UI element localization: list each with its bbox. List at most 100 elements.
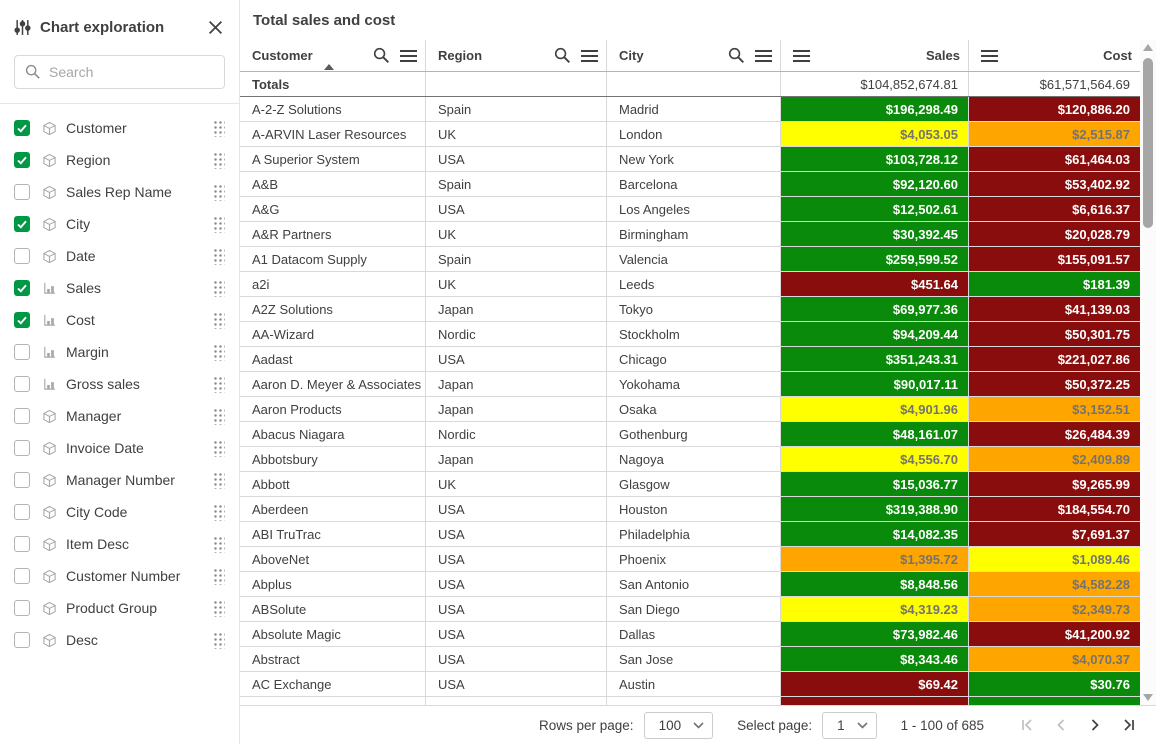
column-menu-icon[interactable] bbox=[793, 49, 810, 63]
field-list-item-item-desc[interactable]: Item Desc bbox=[0, 528, 239, 560]
field-checkbox[interactable] bbox=[14, 568, 30, 584]
field-checkbox[interactable] bbox=[14, 120, 30, 136]
region-cell[interactable]: UK bbox=[425, 472, 606, 497]
city-cell[interactable]: Phoenix bbox=[606, 547, 780, 572]
region-cell[interactable]: Nordic bbox=[425, 322, 606, 347]
drag-handle-icon[interactable] bbox=[212, 535, 225, 553]
region-cell[interactable]: Japan bbox=[425, 372, 606, 397]
field-checkbox[interactable] bbox=[14, 248, 30, 264]
city-cell[interactable]: Stockholm bbox=[606, 322, 780, 347]
first-page-button[interactable] bbox=[1010, 718, 1044, 732]
field-checkbox[interactable] bbox=[14, 472, 30, 488]
region-cell[interactable]: USA bbox=[425, 672, 606, 697]
region-cell[interactable]: UK bbox=[425, 222, 606, 247]
customer-cell[interactable]: A1 Datacom Supply bbox=[240, 247, 425, 272]
customer-cell[interactable]: Abacus Niagara bbox=[240, 422, 425, 447]
region-cell[interactable]: Nordic bbox=[425, 422, 606, 447]
drag-handle-icon[interactable] bbox=[212, 343, 225, 361]
rows-per-page-select[interactable]: 100 bbox=[643, 711, 714, 739]
drag-handle-icon[interactable] bbox=[212, 279, 225, 297]
city-cell[interactable]: Houston bbox=[606, 497, 780, 522]
customer-cell[interactable]: Aaron Products bbox=[240, 397, 425, 422]
city-cell[interactable]: Los Angeles bbox=[606, 197, 780, 222]
city-cell[interactable]: New York bbox=[606, 147, 780, 172]
city-cell[interactable]: Glasgow bbox=[606, 472, 780, 497]
column-header-cost[interactable]: Cost bbox=[968, 40, 1140, 71]
region-cell[interactable]: USA bbox=[425, 197, 606, 222]
field-list-item-margin[interactable]: Margin bbox=[0, 336, 239, 368]
field-checkbox[interactable] bbox=[14, 152, 30, 168]
field-list-item-manager[interactable]: Manager bbox=[0, 400, 239, 432]
field-list-item-city-code[interactable]: City Code bbox=[0, 496, 239, 528]
city-cell[interactable]: Yokohama bbox=[606, 372, 780, 397]
column-search-icon[interactable] bbox=[554, 47, 571, 64]
column-search-icon[interactable] bbox=[728, 47, 745, 64]
scrollbar-thumb[interactable] bbox=[1143, 58, 1153, 228]
drag-handle-icon[interactable] bbox=[212, 119, 225, 137]
drag-handle-icon[interactable] bbox=[212, 503, 225, 521]
customer-cell[interactable]: A&B bbox=[240, 172, 425, 197]
region-cell[interactable]: Japan bbox=[425, 297, 606, 322]
field-list-item-cost[interactable]: Cost bbox=[0, 304, 239, 336]
drag-handle-icon[interactable] bbox=[212, 599, 225, 617]
vertical-scrollbar[interactable] bbox=[1140, 40, 1156, 705]
customer-cell[interactable]: Absolute Magic bbox=[240, 622, 425, 647]
city-cell[interactable]: Nagoya bbox=[606, 447, 780, 472]
field-checkbox[interactable] bbox=[14, 312, 30, 328]
column-menu-icon[interactable] bbox=[981, 49, 998, 63]
city-cell[interactable]: London bbox=[606, 122, 780, 147]
city-cell[interactable]: San Antonio bbox=[606, 572, 780, 597]
select-page-select[interactable]: 1 bbox=[822, 711, 877, 739]
field-checkbox[interactable] bbox=[14, 184, 30, 200]
region-cell[interactable]: USA bbox=[425, 597, 606, 622]
customer-cell[interactable]: A&R Partners bbox=[240, 222, 425, 247]
field-list-item-sales-rep-name[interactable]: Sales Rep Name bbox=[0, 176, 239, 208]
drag-handle-icon[interactable] bbox=[212, 183, 225, 201]
city-cell[interactable]: Tokyo bbox=[606, 297, 780, 322]
customer-cell[interactable]: Aadast bbox=[240, 347, 425, 372]
scroll-up-arrow-icon[interactable] bbox=[1143, 44, 1153, 51]
field-checkbox[interactable] bbox=[14, 440, 30, 456]
column-search-icon[interactable] bbox=[373, 47, 390, 64]
drag-handle-icon[interactable] bbox=[212, 151, 225, 169]
previous-page-button[interactable] bbox=[1044, 718, 1078, 732]
drag-handle-icon[interactable] bbox=[212, 407, 225, 425]
search-box[interactable] bbox=[14, 55, 225, 89]
customer-cell[interactable]: Abbott bbox=[240, 472, 425, 497]
column-header-city[interactable]: City bbox=[606, 40, 780, 71]
field-checkbox[interactable] bbox=[14, 504, 30, 520]
city-cell[interactable]: Valencia bbox=[606, 247, 780, 272]
city-cell[interactable]: Philadelphia bbox=[606, 522, 780, 547]
city-cell[interactable]: San Diego bbox=[606, 597, 780, 622]
region-cell[interactable]: Spain bbox=[425, 172, 606, 197]
field-list-item-invoice-date[interactable]: Invoice Date bbox=[0, 432, 239, 464]
next-page-button[interactable] bbox=[1078, 718, 1112, 732]
city-cell[interactable]: Birmingham bbox=[606, 222, 780, 247]
customer-cell[interactable]: A Superior System bbox=[240, 147, 425, 172]
field-checkbox[interactable] bbox=[14, 280, 30, 296]
field-checkbox[interactable] bbox=[14, 376, 30, 392]
city-cell[interactable]: Leeds bbox=[606, 272, 780, 297]
scroll-down-arrow-icon[interactable] bbox=[1143, 694, 1153, 701]
customer-cell[interactable]: AA-Wizard bbox=[240, 322, 425, 347]
field-checkbox[interactable] bbox=[14, 344, 30, 360]
field-list-item-product-group[interactable]: Product Group bbox=[0, 592, 239, 624]
column-menu-icon[interactable] bbox=[400, 49, 417, 63]
column-menu-icon[interactable] bbox=[581, 49, 598, 63]
column-header-sales[interactable]: Sales bbox=[780, 40, 968, 71]
field-list-item-customer[interactable]: Customer bbox=[0, 112, 239, 144]
drag-handle-icon[interactable] bbox=[212, 631, 225, 649]
customer-cell[interactable]: A&G bbox=[240, 197, 425, 222]
field-checkbox[interactable] bbox=[14, 600, 30, 616]
last-page-button[interactable] bbox=[1112, 718, 1146, 732]
drag-handle-icon[interactable] bbox=[212, 311, 225, 329]
field-checkbox[interactable] bbox=[14, 408, 30, 424]
region-cell[interactable]: UK bbox=[425, 122, 606, 147]
field-list-item-customer-number[interactable]: Customer Number bbox=[0, 560, 239, 592]
region-cell[interactable]: Spain bbox=[425, 97, 606, 122]
field-list-item-city[interactable]: City bbox=[0, 208, 239, 240]
drag-handle-icon[interactable] bbox=[212, 471, 225, 489]
column-menu-icon[interactable] bbox=[755, 49, 772, 63]
field-checkbox[interactable] bbox=[14, 536, 30, 552]
search-input[interactable] bbox=[49, 64, 209, 80]
